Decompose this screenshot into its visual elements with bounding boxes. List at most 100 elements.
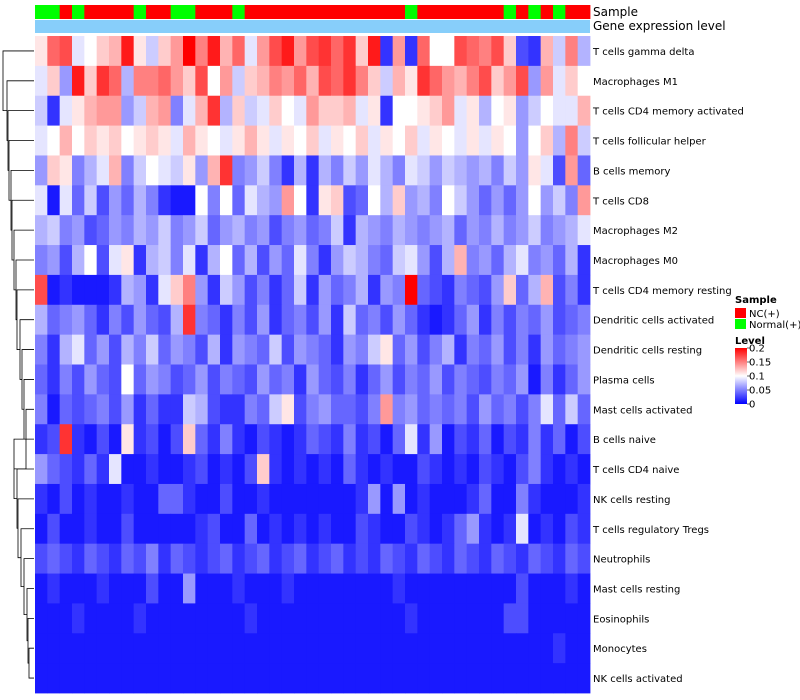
row-label: B cells naive [593, 435, 656, 446]
heatmap-cell [269, 513, 283, 545]
heatmap-cell [466, 394, 480, 425]
heatmap-cell [257, 334, 270, 365]
heatmap-cell [429, 603, 443, 634]
heatmap-cell [59, 245, 73, 276]
heatmap-cell [516, 65, 529, 97]
heatmap-cell [540, 483, 554, 515]
heatmap-cell [331, 633, 344, 664]
heatmap-cell [121, 304, 135, 336]
heatmap-cell [84, 36, 98, 67]
heatmap-cell [454, 663, 468, 694]
heatmap-cell [146, 215, 159, 246]
heatmap-cell [392, 603, 406, 634]
level-legend-tick-label: 0.2 [749, 344, 765, 355]
heatmap-cell [183, 663, 196, 694]
sample-annotation-cell [553, 5, 566, 19]
heatmap-cell [516, 304, 529, 336]
heatmap-cell [109, 543, 122, 574]
heatmap-cell [355, 394, 369, 425]
heatmap-cell [417, 36, 431, 67]
heatmap-cell [146, 364, 159, 395]
heatmap-cell [540, 573, 554, 604]
heatmap-cell [96, 304, 110, 336]
sample-annotation-cell [59, 5, 73, 19]
heatmap-cell [72, 185, 85, 216]
heatmap-cell [170, 543, 184, 574]
heatmap-cell [47, 424, 61, 455]
heatmap-cell [368, 364, 381, 395]
heatmap-cell [577, 334, 591, 365]
heatmap-cell [244, 245, 258, 276]
heatmap-cell [577, 454, 591, 485]
heatmap-cell [553, 215, 566, 246]
heatmap-cell [491, 483, 505, 515]
heatmap-cell [158, 95, 172, 126]
sample-annotation-cell [195, 5, 209, 19]
heatmap-cell [503, 364, 517, 395]
heatmap-cell [331, 483, 344, 515]
heatmap-cell [183, 603, 196, 634]
heatmap-cell [331, 543, 344, 574]
heatmap-cell [220, 334, 233, 365]
heatmap-cell [96, 454, 110, 485]
row-labels: T cells gamma delta Macrophages M1 T cells… [592, 47, 744, 685]
heatmap-cell [133, 155, 147, 186]
heatmap-cell [429, 215, 443, 246]
heatmap-cell [294, 633, 307, 664]
heatmap-cell [516, 603, 529, 634]
heatmap-cell [232, 95, 246, 126]
heatmap-cell [294, 364, 307, 395]
heatmap-cell [195, 513, 209, 545]
level-legend-colorbar [735, 348, 747, 404]
heatmap-cell [109, 454, 122, 485]
heatmap-cell [318, 215, 332, 246]
level-legend-tick-label: 0 [749, 400, 755, 411]
heatmap-cell [195, 454, 209, 485]
heatmap-cell [72, 304, 85, 336]
heatmap-cell [72, 245, 85, 276]
heatmap-cell [380, 513, 394, 545]
heatmap-cell [195, 185, 209, 216]
heatmap-cell [577, 304, 591, 336]
heatmap-cell [368, 36, 381, 67]
heatmap-cell [405, 663, 418, 694]
heatmap-cell [454, 215, 468, 246]
heatmap-cell [540, 95, 554, 126]
heatmap-cell [232, 573, 246, 604]
heatmap-cell [96, 513, 110, 545]
heatmap-cell [343, 36, 357, 67]
sample-annotation-cell [207, 5, 221, 19]
heatmap-cell [429, 394, 443, 425]
heatmap-cell [528, 125, 542, 156]
heatmap-cell [429, 543, 443, 574]
heatmap-cell [220, 543, 233, 574]
heatmap-cell [528, 274, 542, 306]
heatmap-cell [306, 215, 320, 246]
heatmap-cell [368, 125, 381, 156]
heatmap-cell [479, 274, 492, 306]
heatmap-cell [281, 394, 295, 425]
heatmap-cell [133, 394, 147, 425]
heatmap-cell [442, 155, 455, 186]
heatmap-cell [503, 394, 517, 425]
heatmap-cell [84, 663, 98, 694]
heatmap-cell [528, 65, 542, 97]
heatmap-cell [355, 633, 369, 664]
heatmap-cell [429, 424, 443, 455]
heatmap-cell [232, 334, 246, 365]
heatmap-cell [479, 155, 492, 186]
heatmap-cell [491, 513, 505, 545]
heatmap-cell [59, 513, 73, 545]
heatmap-cell [491, 304, 505, 336]
heatmap-cell [269, 36, 283, 67]
heatmap-cell [257, 543, 270, 574]
heatmap-cell [503, 155, 517, 186]
heatmap-cell [343, 334, 357, 365]
heatmap-cell [343, 155, 357, 186]
heatmap-cell [442, 513, 455, 545]
heatmap-cell [405, 36, 418, 67]
level-legend-tick-label: 0.05 [749, 386, 771, 397]
heatmap-cell [121, 424, 135, 455]
heatmap-cell [207, 424, 221, 455]
heatmap-cell [355, 513, 369, 545]
